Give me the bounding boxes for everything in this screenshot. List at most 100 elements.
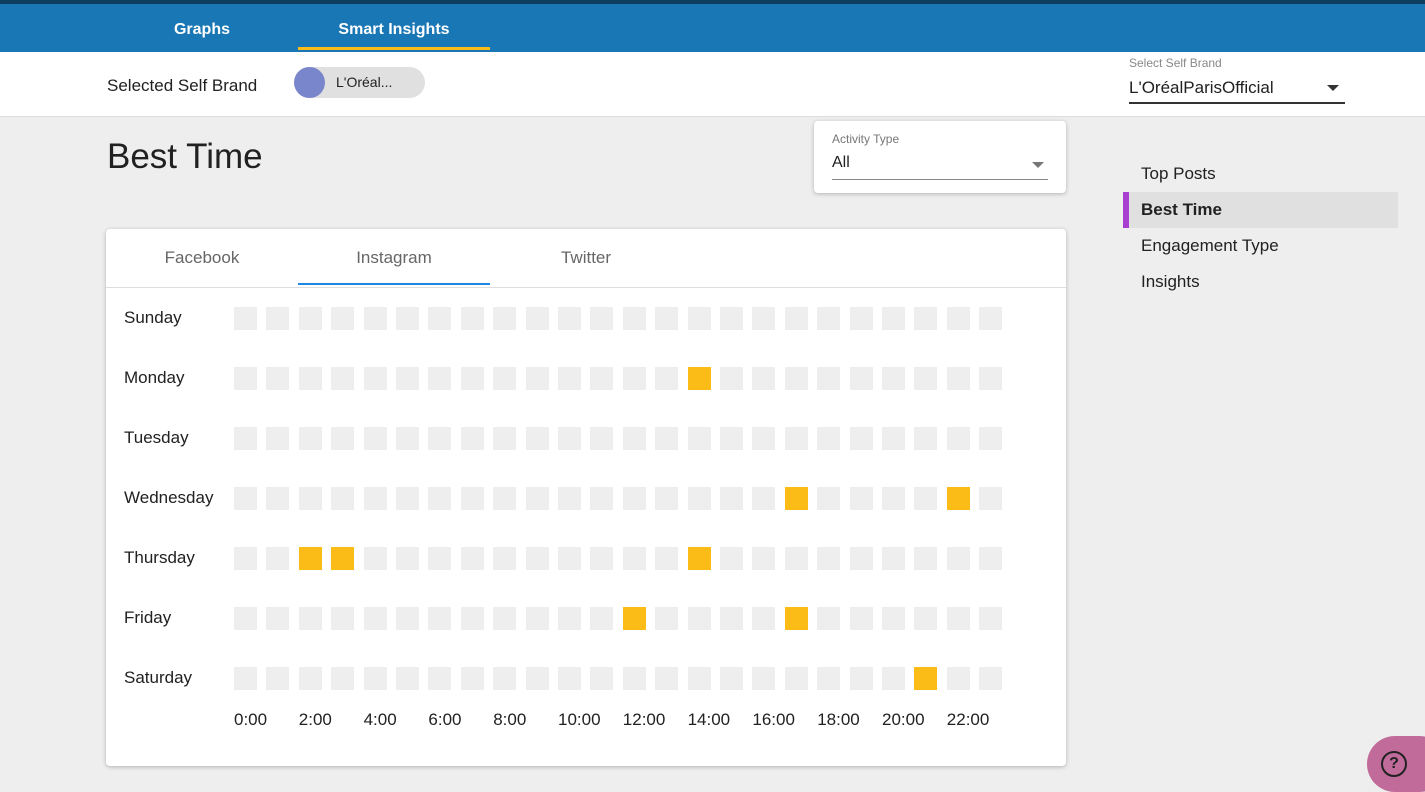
heat-cell bbox=[234, 667, 257, 690]
heat-cell bbox=[525, 427, 549, 450]
heat-cell bbox=[946, 307, 970, 330]
heat-cell bbox=[784, 487, 808, 510]
brand-chip[interactable]: L'Oréal... bbox=[294, 67, 425, 98]
heat-cell bbox=[460, 307, 484, 330]
heat-cell bbox=[882, 427, 905, 450]
heat-cell bbox=[525, 607, 549, 630]
heat-cell bbox=[882, 367, 905, 390]
side-item[interactable]: Best Time bbox=[1141, 200, 1222, 219]
platform-tab[interactable]: Twitter bbox=[560, 248, 612, 267]
heat-cell bbox=[752, 487, 776, 510]
heat-cell bbox=[525, 367, 549, 390]
brand-select[interactable]: L'OréalParisOfficial bbox=[1129, 74, 1345, 104]
heat-cell bbox=[428, 607, 452, 630]
platform-tab[interactable]: Instagram bbox=[356, 248, 432, 267]
heat-cell bbox=[460, 547, 484, 570]
heat-cell bbox=[558, 427, 581, 450]
heat-cell bbox=[525, 547, 549, 570]
heat-cell bbox=[363, 487, 387, 510]
heat-cell bbox=[655, 667, 679, 690]
heat-cell bbox=[817, 367, 841, 390]
heat-cell bbox=[655, 307, 679, 330]
heat-cell bbox=[720, 367, 743, 390]
heat-cell bbox=[558, 487, 581, 510]
heat-cell bbox=[979, 667, 1003, 690]
heat-cell bbox=[298, 607, 322, 630]
heat-cell bbox=[428, 667, 452, 690]
heat-cell bbox=[234, 547, 257, 570]
activity-select[interactable]: All bbox=[832, 151, 1048, 180]
day-label: Wednesday bbox=[124, 488, 214, 507]
top-bar: Graphs Smart Insights bbox=[0, 0, 1425, 52]
heat-cell bbox=[558, 547, 581, 570]
heat-cell bbox=[363, 367, 387, 390]
activity-label: Activity Type bbox=[832, 132, 900, 146]
heat-cell bbox=[234, 607, 257, 630]
heat-cell bbox=[817, 667, 841, 690]
heat-cell bbox=[784, 607, 808, 630]
heat-cell bbox=[363, 607, 387, 630]
platform-tab[interactable]: Facebook bbox=[164, 248, 240, 267]
heat-cell bbox=[946, 487, 970, 510]
hour-label: 14:00 bbox=[687, 710, 731, 729]
heat-cell bbox=[914, 487, 938, 510]
heat-cell bbox=[558, 307, 581, 330]
heat-cell bbox=[428, 367, 452, 390]
heat-cell bbox=[752, 367, 776, 390]
heat-cell bbox=[687, 547, 711, 570]
heat-cell bbox=[655, 487, 679, 510]
heat-cell bbox=[331, 367, 355, 390]
heat-cell bbox=[622, 307, 646, 330]
side-item[interactable]: Top Posts bbox=[1141, 164, 1216, 183]
side-item[interactable]: Engagement Type bbox=[1141, 236, 1279, 255]
heat-cell bbox=[720, 547, 743, 570]
heat-cell bbox=[849, 427, 873, 450]
heat-cell bbox=[525, 667, 549, 690]
heat-cell bbox=[882, 547, 905, 570]
hour-label: 18:00 bbox=[817, 710, 860, 729]
heat-cell bbox=[558, 607, 581, 630]
heat-cell bbox=[266, 487, 290, 510]
hour-label: 12:00 bbox=[622, 710, 666, 729]
heat-cell bbox=[882, 607, 905, 630]
heat-cell bbox=[622, 667, 646, 690]
heat-cell bbox=[363, 667, 387, 690]
nav-tab[interactable]: Graphs bbox=[173, 21, 230, 38]
hour-label: 0:00 bbox=[234, 710, 268, 729]
heat-cell bbox=[784, 547, 808, 570]
hour-label: 10:00 bbox=[558, 710, 601, 729]
heat-cell bbox=[331, 487, 355, 510]
heat-cell bbox=[979, 307, 1003, 330]
heat-cell bbox=[979, 487, 1003, 510]
heat-cell bbox=[298, 547, 322, 570]
hour-label: 4:00 bbox=[363, 710, 397, 729]
heat-cell bbox=[428, 427, 452, 450]
heat-cell bbox=[979, 547, 1003, 570]
heatmap-card bbox=[106, 229, 1066, 766]
hour-label: 16:00 bbox=[752, 710, 795, 729]
heat-cell bbox=[590, 667, 614, 690]
brand-bar: Selected Self Brand L'Oréal... Select Se… bbox=[0, 52, 1425, 117]
heat-cell bbox=[396, 427, 419, 450]
hour-label: 2:00 bbox=[298, 710, 332, 729]
heat-cell bbox=[428, 547, 452, 570]
heat-cell bbox=[882, 487, 905, 510]
hour-label: 6:00 bbox=[428, 710, 462, 729]
heat-cell bbox=[396, 667, 419, 690]
side-item[interactable]: Insights bbox=[1141, 272, 1200, 291]
help-button[interactable]: ? bbox=[1367, 736, 1425, 792]
heat-cell bbox=[655, 547, 679, 570]
tab-indicator bbox=[298, 283, 490, 285]
dropdown-caret bbox=[1327, 85, 1339, 91]
heat-cell bbox=[979, 367, 1003, 390]
heat-cell bbox=[752, 607, 776, 630]
heat-cell bbox=[687, 307, 711, 330]
hour-label: 20:00 bbox=[882, 710, 925, 729]
nav-tab[interactable]: Smart Insights bbox=[338, 21, 450, 38]
heat-cell bbox=[849, 367, 873, 390]
heat-cell bbox=[817, 547, 841, 570]
heat-cell bbox=[784, 667, 808, 690]
heat-cell bbox=[460, 667, 484, 690]
heat-cell bbox=[979, 427, 1003, 450]
heat-cell bbox=[622, 367, 646, 390]
